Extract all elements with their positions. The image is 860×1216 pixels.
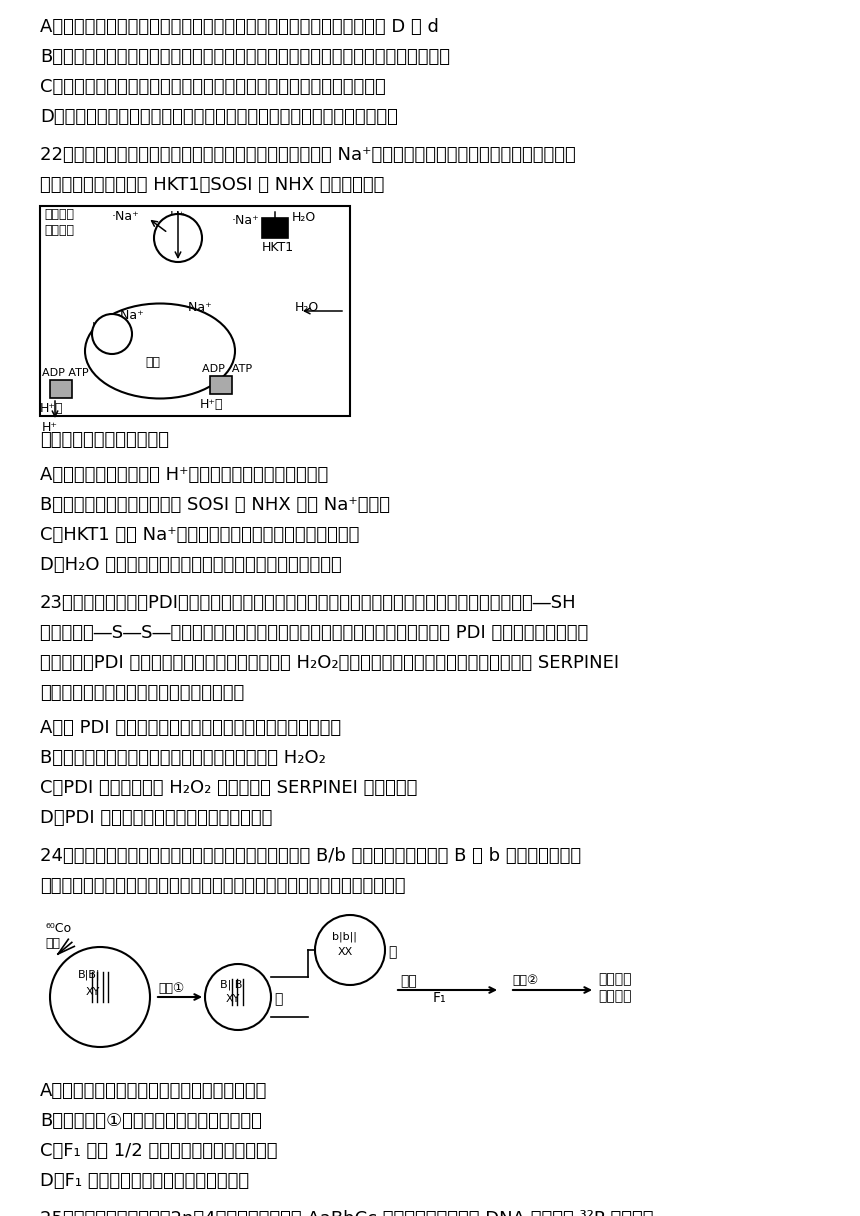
Text: B．细胞呼吸强度变弱会阻碍 SOSI 和 NHX 运输 Na⁺的过程: B．细胞呼吸强度变弱会阻碍 SOSI 和 NHX 运输 Na⁺的过程 xyxy=(40,496,390,514)
Text: B|B|: B|B| xyxy=(78,969,101,980)
Text: B．向实验一桶内添加代表另一对等位基因的乒乓球，可模拟两对等位基因的自由组合: B．向实验一桶内添加代表另一对等位基因的乒乓球，可模拟两对等位基因的自由组合 xyxy=(40,47,450,66)
Text: F₁: F₁ xyxy=(433,991,446,1004)
Text: 胞的衰老，PDI 缺失会导致内质网向细胞核释放的 H₂O₂量显著减少，进而下调与细胞衰老相关的 SERPINEI: 胞的衰老，PDI 缺失会导致内质网向细胞核释放的 H₂O₂量显著减少，进而下调与… xyxy=(40,654,619,672)
Text: H₂O: H₂O xyxy=(295,302,319,314)
Text: H⁺: H⁺ xyxy=(42,421,58,434)
Text: B．蛋白质氧化折叠形成二硫键的过程可能会产生 H₂O₂: B．蛋白质氧化折叠形成二硫键的过程可能会产生 H₂O₂ xyxy=(40,749,326,767)
Text: HKT1: HKT1 xyxy=(262,241,294,254)
Text: 25．某二倍体高等动物（2n＝4）的一个基因型为 AaBbCc 的精原细胞，其所有 DNA 双链均被 ³²P 标记。该: 25．某二倍体高等动物（2n＝4）的一个基因型为 AaBbCc 的精原细胞，其所… xyxy=(40,1210,654,1216)
Text: 照射: 照射 xyxy=(45,938,60,950)
Text: XX: XX xyxy=(338,947,353,957)
Circle shape xyxy=(92,314,132,354)
Text: A．经 PDI 作用后的很多蛋白质可运输到高尔基体进行加工: A．经 PDI 作用后的很多蛋白质可运输到高尔基体进行加工 xyxy=(40,719,341,737)
Text: 理过程如图所示，其中 HKT1、SOSI 和 NHX 为转运蛋白。: 理过程如图所示，其中 HKT1、SOSI 和 NHX 为转运蛋白。 xyxy=(40,176,384,195)
Text: C．PDI 可以通过增加 H₂O₂ 含量来促进 SERPINEI 基因的表达: C．PDI 可以通过增加 H₂O₂ 含量来促进 SERPINEI 基因的表达 xyxy=(40,779,417,796)
Text: D．PDI 作用后的蛋白质中肽键数量发生改变: D．PDI 作用后的蛋白质中肽键数量发生改变 xyxy=(40,809,273,827)
Text: 下列叙述错误的是（　　）: 下列叙述错误的是（ ） xyxy=(40,430,169,449)
Text: A．图中乙属于诱变筛选得到的染色体变异个体: A．图中乙属于诱变筛选得到的染色体变异个体 xyxy=(40,1082,267,1100)
Text: ·Na⁺: ·Na⁺ xyxy=(232,214,260,227)
Text: 筛选②: 筛选② xyxy=(512,974,538,987)
Circle shape xyxy=(205,964,271,1030)
Text: H₂O: H₂O xyxy=(292,212,316,224)
Text: C．HKT1 转运 Na⁺进入细胞时自身的空间结构不发生改变: C．HKT1 转运 Na⁺进入细胞时自身的空间结构不发生改变 xyxy=(40,527,359,544)
Text: ADP ATP: ADP ATP xyxy=(42,368,89,378)
Circle shape xyxy=(154,214,202,261)
Text: 23．二硫键异构酶（PDI）广泛存在于真核细胞的内质网中，参与蛋白质氧化折叠形成二硫键（两个―SH: 23．二硫键异构酶（PDI）广泛存在于真核细胞的内质网中，参与蛋白质氧化折叠形成… xyxy=(40,593,576,612)
Text: SOSI: SOSI xyxy=(164,230,194,243)
Text: 杂交: 杂交 xyxy=(400,974,417,987)
Circle shape xyxy=(50,947,150,1047)
Text: 含异常染: 含异常染 xyxy=(598,972,631,986)
Text: 甲: 甲 xyxy=(388,945,396,959)
Text: 被氧化形成―S―S―）的过程，使新合成的蛋白质处于正确折叠的状态。若敲除 PDI 基因，能够延缓干细: 被氧化形成―S―S―）的过程，使新合成的蛋白质处于正确折叠的状态。若敲除 PDI… xyxy=(40,624,588,642)
Circle shape xyxy=(315,914,385,985)
Text: NHX: NHX xyxy=(100,326,127,339)
Text: ·Na⁺: ·Na⁺ xyxy=(185,302,212,314)
Text: 液泡: 液泡 xyxy=(145,356,160,368)
Text: XY: XY xyxy=(226,993,241,1004)
Bar xyxy=(262,218,288,238)
Text: 基因的表达量。下列叙述错误的是（　　）: 基因的表达量。下列叙述错误的是（ ） xyxy=(40,683,244,702)
Text: C．F₁ 中有 1/2 果蝇的细胞含有异常染色体: C．F₁ 中有 1/2 果蝇的细胞含有异常染色体 xyxy=(40,1142,278,1160)
Text: 24．果蝇体色中灰身对黑身为显性，由于常染色体上的 B/b 基因控制，只含一个 B 或 b 基因的个体不能: 24．果蝇体色中灰身对黑身为显性，由于常染色体上的 B/b 基因控制，只含一个 … xyxy=(40,848,581,865)
Text: ADP  ATP: ADP ATP xyxy=(202,364,252,375)
Text: A．细胞膜及液泡膜上的 H⁺泵具有催化和转运的双重功能: A．细胞膜及液泡膜上的 H⁺泵具有催化和转运的双重功能 xyxy=(40,466,329,484)
Text: 22．碱蓬等耐盐植物根细胞可通过调节相关物质运输来抗抗 Na⁺大量进入细胞溶胶而引起的盐胁迫，相关生: 22．碱蓬等耐盐植物根细胞可通过调节相关物质运输来抗抗 Na⁺大量进入细胞溶胶而… xyxy=(40,146,575,164)
Ellipse shape xyxy=(85,304,235,399)
Text: C．实验二中牡拉细绳使橡皮泥分开，可模拟篟锤丝牢徕着丝粒一分为二: C．实验二中牡拉细绳使橡皮泥分开，可模拟篟锤丝牢徕着丝粒一分为二 xyxy=(40,78,386,96)
Text: 色体个体: 色体个体 xyxy=(598,989,631,1003)
Text: ⁶⁰Co: ⁶⁰Co xyxy=(45,922,71,935)
Text: XY: XY xyxy=(86,987,101,997)
Bar xyxy=(210,376,232,394)
Text: ·Na⁺: ·Na⁺ xyxy=(117,309,144,322)
Text: 乙: 乙 xyxy=(274,992,282,1006)
Text: b|b||: b|b|| xyxy=(332,931,357,942)
Bar xyxy=(40,206,350,416)
Text: 成活。如图所示为果蝇培育和杂交实验的示意图，下列叙述错误的是（　　）: 成活。如图所示为果蝇培育和杂交实验的示意图，下列叙述错误的是（ ） xyxy=(40,877,406,895)
Text: D．实验二中通过改变橡皮泥的长短不改变颜色，可模拟更多对同源染色体: D．实验二中通过改变橡皮泥的长短不改变颜色，可模拟更多对同源染色体 xyxy=(40,108,398,126)
Bar xyxy=(50,379,72,398)
Text: 细胞膜外: 细胞膜外 xyxy=(44,208,74,221)
Text: 细胞质膜: 细胞质膜 xyxy=(44,224,74,237)
Text: H⁺泵: H⁺泵 xyxy=(40,402,64,415)
Text: A．实验一中可用绿豆和黄豆代替不同颜色的乒乓球，分别模拟等位基因 D 和 d: A．实验一中可用绿豆和黄豆代替不同颜色的乒乓球，分别模拟等位基因 D 和 d xyxy=(40,18,439,36)
Text: 筛选①: 筛选① xyxy=(158,983,184,995)
Text: H⁺: H⁺ xyxy=(92,321,108,334)
Text: H⁺泵: H⁺泵 xyxy=(200,398,224,411)
Text: B．图中筛选①可用光学显微镜实现初步筛选: B．图中筛选①可用光学显微镜实现初步筛选 xyxy=(40,1111,262,1130)
Text: D．F₁ 中雌雄果蝇的体色理论上均为灰色: D．F₁ 中雌雄果蝇的体色理论上均为灰色 xyxy=(40,1172,249,1190)
Text: ·Na⁺: ·Na⁺ xyxy=(112,210,139,223)
Text: D．H₂O 通过被动运输进入细胞的过程中有转运蛋白的参与: D．H₂O 通过被动运输进入细胞的过程中有转运蛋白的参与 xyxy=(40,556,341,574)
Text: B| B: B| B xyxy=(220,979,243,990)
Text: H⁺: H⁺ xyxy=(170,210,186,223)
